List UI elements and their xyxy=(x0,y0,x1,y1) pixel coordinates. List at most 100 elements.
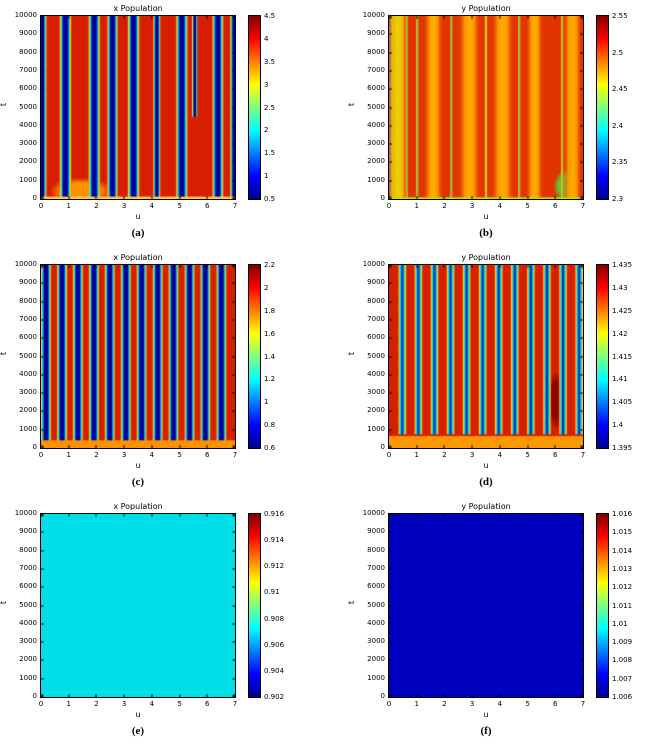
x-tick-label: 2 xyxy=(94,700,99,708)
x-tick-label: 4 xyxy=(149,451,155,459)
x-tick-label: 0 xyxy=(38,202,44,210)
colorbar-tick-label: 1.4 xyxy=(264,352,276,361)
y-tick-label: 9000 xyxy=(367,527,385,536)
x-tick-label: 5 xyxy=(525,451,530,459)
y-tick-label: 7000 xyxy=(367,314,385,323)
colorbar-tick-label: 2.2 xyxy=(264,261,276,269)
y-tick-label: 7000 xyxy=(367,65,385,74)
x-tick-label: 1 xyxy=(66,700,71,708)
colorbar-tick-label: 0.6 xyxy=(264,444,276,452)
y-tick-label: 4000 xyxy=(19,120,37,129)
colorbar-tick-label: 2 xyxy=(264,283,269,292)
y-axis-ticks: 0 1000 2000 3000 4000 5000 6000 7000 8000 9000 100… xyxy=(348,260,385,451)
y-tick-label: 0 xyxy=(380,194,385,202)
x-tick-label: 3 xyxy=(469,451,475,459)
y-tick-label: 10000 xyxy=(14,260,37,268)
subplot-caption: (f) xyxy=(480,725,492,737)
x-tick-label: 3 xyxy=(121,202,127,210)
y-axis-ticks: 0 1000 2000 3000 4000 5000 6000 7000 8000 9000 100… xyxy=(348,11,385,202)
y-tick-label: 4000 xyxy=(367,618,385,627)
x-tick-label: 2 xyxy=(442,700,447,708)
y-tick-label: 9000 xyxy=(19,29,37,38)
y-tick-label: 3000 xyxy=(19,388,37,397)
colorbar-tick-label: 1.015 xyxy=(612,528,633,537)
x-tick-label: 6 xyxy=(205,451,210,459)
colorbar-tick-label: 0.916 xyxy=(264,510,285,518)
y-tick-label: 0 xyxy=(380,692,385,700)
y-tick-label: 2000 xyxy=(367,655,385,664)
x-tick-label: 3 xyxy=(469,700,475,708)
colorbar-tick-label: 0.904 xyxy=(264,666,285,675)
y-tick-label: 9000 xyxy=(19,278,37,287)
colorbar-tick-label: 1.8 xyxy=(264,306,276,315)
subplot-caption: (c) xyxy=(131,476,145,488)
x-tick-label: 3 xyxy=(469,202,475,210)
y-tick-label: 5000 xyxy=(367,600,385,609)
heatmap-canvas xyxy=(388,513,584,698)
x-axis-ticks: 0 1 2 3 4 5 6 7 xyxy=(387,700,585,709)
colorbar-tick-label: 2.3 xyxy=(612,195,624,203)
y-tick-label: 0 xyxy=(32,194,37,202)
x-tick-label: 6 xyxy=(553,451,558,459)
y-tick-label: 7000 xyxy=(19,314,37,323)
plot-title: y Population xyxy=(461,253,511,262)
colorbar-tick-label: 0.8 xyxy=(264,421,276,430)
colorbar-tick-label: 1.5 xyxy=(264,149,276,158)
x-tick-label: 7 xyxy=(580,451,586,459)
y-tick-label: 8000 xyxy=(19,545,37,554)
x-tick-label: 3 xyxy=(121,700,127,708)
y-tick-label: 9000 xyxy=(367,29,385,38)
y-tick-label: 5000 xyxy=(367,351,385,360)
y-tick-label: 6000 xyxy=(19,84,37,93)
y-tick-label: 3000 xyxy=(19,139,37,148)
colorbar-tick-label: 1.435 xyxy=(612,261,633,269)
x-tick-label: 4 xyxy=(497,700,503,708)
x-tick-label: 0 xyxy=(386,451,392,459)
colorbar-tick-label: 2 xyxy=(264,126,269,135)
x-tick-label: 6 xyxy=(553,700,558,708)
x-tick-label: 1 xyxy=(66,202,71,210)
colorbar-tick-label: 1.6 xyxy=(264,329,276,338)
y-tick-label: 1000 xyxy=(367,424,385,433)
x-tick-label: 5 xyxy=(525,700,530,708)
y-tick-label: 8000 xyxy=(19,47,37,56)
x-axis-ticks: 0 1 2 3 4 5 6 7 xyxy=(38,451,238,460)
x-axis-ticks: 0 1 2 3 4 5 6 7 xyxy=(387,202,585,211)
x-tick-label: 7 xyxy=(232,451,238,459)
y-tick-label: 6000 xyxy=(367,84,385,93)
colorbar-tick-label: 0.912 xyxy=(264,562,285,571)
colorbar-tick-label: 1.007 xyxy=(612,674,633,683)
subplot: y Population t 0 1000 2000 3000 4000 5000 6000… xyxy=(347,498,645,747)
subplot-caption: (b) xyxy=(479,227,493,239)
x-tick-label: 5 xyxy=(177,202,182,210)
x-tick-label: 3 xyxy=(121,451,127,459)
y-tick-label: 6000 xyxy=(19,582,37,591)
y-axis-ticks: 0 1000 2000 3000 4000 5000 6000 7000 8000 9000 100… xyxy=(0,509,37,700)
y-tick-label: 8000 xyxy=(367,47,385,56)
y-tick-label: 0 xyxy=(32,443,37,451)
y-tick-label: 10000 xyxy=(362,260,385,268)
x-tick-label: 5 xyxy=(177,700,182,708)
y-axis-ticks: 0 1000 2000 3000 4000 5000 6000 7000 8000 9000 100… xyxy=(348,509,385,700)
x-tick-label: 0 xyxy=(38,451,44,459)
colorbar-gradient xyxy=(248,513,261,698)
x-axis-ticks: 0 1 2 3 4 5 6 7 xyxy=(386,451,586,460)
heatmap-canvas xyxy=(388,15,584,200)
colorbar-gradient xyxy=(248,15,261,200)
y-tick-label: 9000 xyxy=(367,278,385,287)
heatmap-canvas xyxy=(40,15,236,200)
y-tick-label: 1000 xyxy=(19,424,37,433)
x-tick-label: 4 xyxy=(497,202,503,210)
colorbar-tick-label: 1.4 xyxy=(612,421,624,430)
y-tick-label: 1000 xyxy=(19,673,37,682)
subplot-caption: (d) xyxy=(479,476,493,488)
colorbar-tick-label: 1.415 xyxy=(612,352,633,361)
colorbar-tick-label: 1.2 xyxy=(264,375,276,384)
plot-title: x Population xyxy=(113,4,163,13)
x-axis-ticks: 0 1 2 3 4 5 6 7 xyxy=(39,700,237,709)
colorbar-tick-label: 1 xyxy=(264,398,269,407)
colorbar-tick-label: 1.011 xyxy=(612,601,633,610)
colorbar-tick-label: 4 xyxy=(264,34,269,43)
colorbar-tick-label: 2.5 xyxy=(612,48,624,57)
x-axis-label: u xyxy=(135,461,141,470)
